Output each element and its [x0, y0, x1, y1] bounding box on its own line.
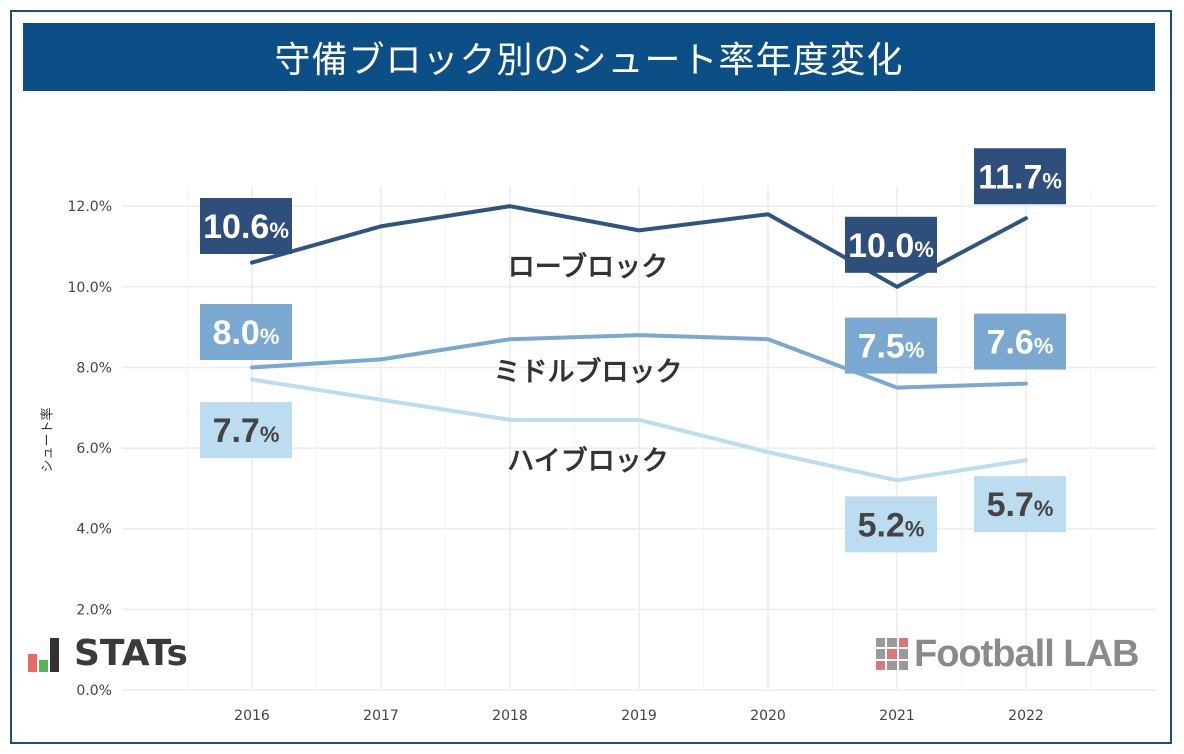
stats-logo-text: STATs: [74, 633, 188, 674]
y-tick-label: 6.0%: [76, 441, 112, 457]
data-label-box: [974, 148, 1066, 205]
data-label: 11.7%: [974, 148, 1066, 205]
data-label-box: [200, 198, 292, 254]
data-label: 10.6%: [200, 198, 292, 254]
chart-title: 守備ブロック別のシュート率年度変化: [23, 23, 1155, 91]
data-label: 8.0%: [200, 304, 292, 360]
football-lab-logo-icon: [876, 638, 908, 670]
x-tick-label: 2019: [621, 708, 657, 724]
y-tick-label: 0.0%: [76, 683, 112, 699]
stats-logo-icon: [26, 634, 66, 674]
data-label-text: 5.7%: [987, 486, 1054, 524]
data-label-box: [845, 216, 937, 273]
data-label-text: 8.0%: [213, 314, 280, 352]
data-label-text: 5.2%: [858, 506, 925, 544]
y-tick-label: 12.0%: [68, 199, 112, 215]
series-name-label: ミドルブロック: [494, 356, 683, 388]
data-label-box: [200, 402, 292, 458]
data-label-text: 7.6%: [987, 324, 1054, 362]
outer-frame: [10, 10, 1172, 744]
x-tick-label: 2018: [492, 708, 528, 724]
data-label-text: 7.7%: [213, 412, 280, 450]
series-name-label: ハイブロック: [507, 445, 668, 477]
football-lab-logo-text: Football LAB: [914, 632, 1139, 675]
data-label: 10.0%: [845, 216, 937, 273]
data-label-box: [845, 496, 937, 553]
x-tick-label: 2017: [363, 708, 399, 724]
data-label-box: [200, 304, 292, 360]
y-tick-label: 8.0%: [76, 360, 112, 376]
data-label-box: [974, 476, 1066, 533]
data-label-text: 11.7%: [978, 158, 1062, 196]
data-label: 5.2%: [845, 496, 937, 553]
data-label: 7.5%: [845, 317, 937, 374]
x-tick-label: 2022: [1008, 708, 1044, 724]
series-line: [250, 204, 1028, 289]
x-tick-label: 2020: [750, 708, 786, 724]
data-label-text: 7.5%: [858, 328, 925, 366]
data-label-box: [845, 317, 937, 374]
series-line: [250, 377, 1028, 483]
stats-logo: STATs: [26, 634, 188, 674]
data-label-box: [974, 313, 1066, 370]
x-tick-label: 2016: [234, 708, 270, 724]
y-tick-label: 4.0%: [76, 522, 112, 538]
data-label: 5.7%: [974, 476, 1066, 533]
data-label: 7.7%: [200, 402, 292, 458]
football-lab-logo: Football LAB: [876, 632, 1139, 675]
y-tick-label: 2.0%: [76, 602, 112, 618]
x-tick-label: 2021: [879, 708, 915, 724]
data-label: 7.6%: [974, 313, 1066, 370]
data-label-text: 10.0%: [848, 227, 934, 265]
series-name-label: ローブロック: [508, 251, 668, 283]
series-line: [250, 333, 1028, 390]
data-label-text: 10.6%: [203, 208, 289, 246]
y-tick-label: 10.0%: [68, 280, 112, 296]
y-axis-title: シュート率: [40, 407, 56, 473]
